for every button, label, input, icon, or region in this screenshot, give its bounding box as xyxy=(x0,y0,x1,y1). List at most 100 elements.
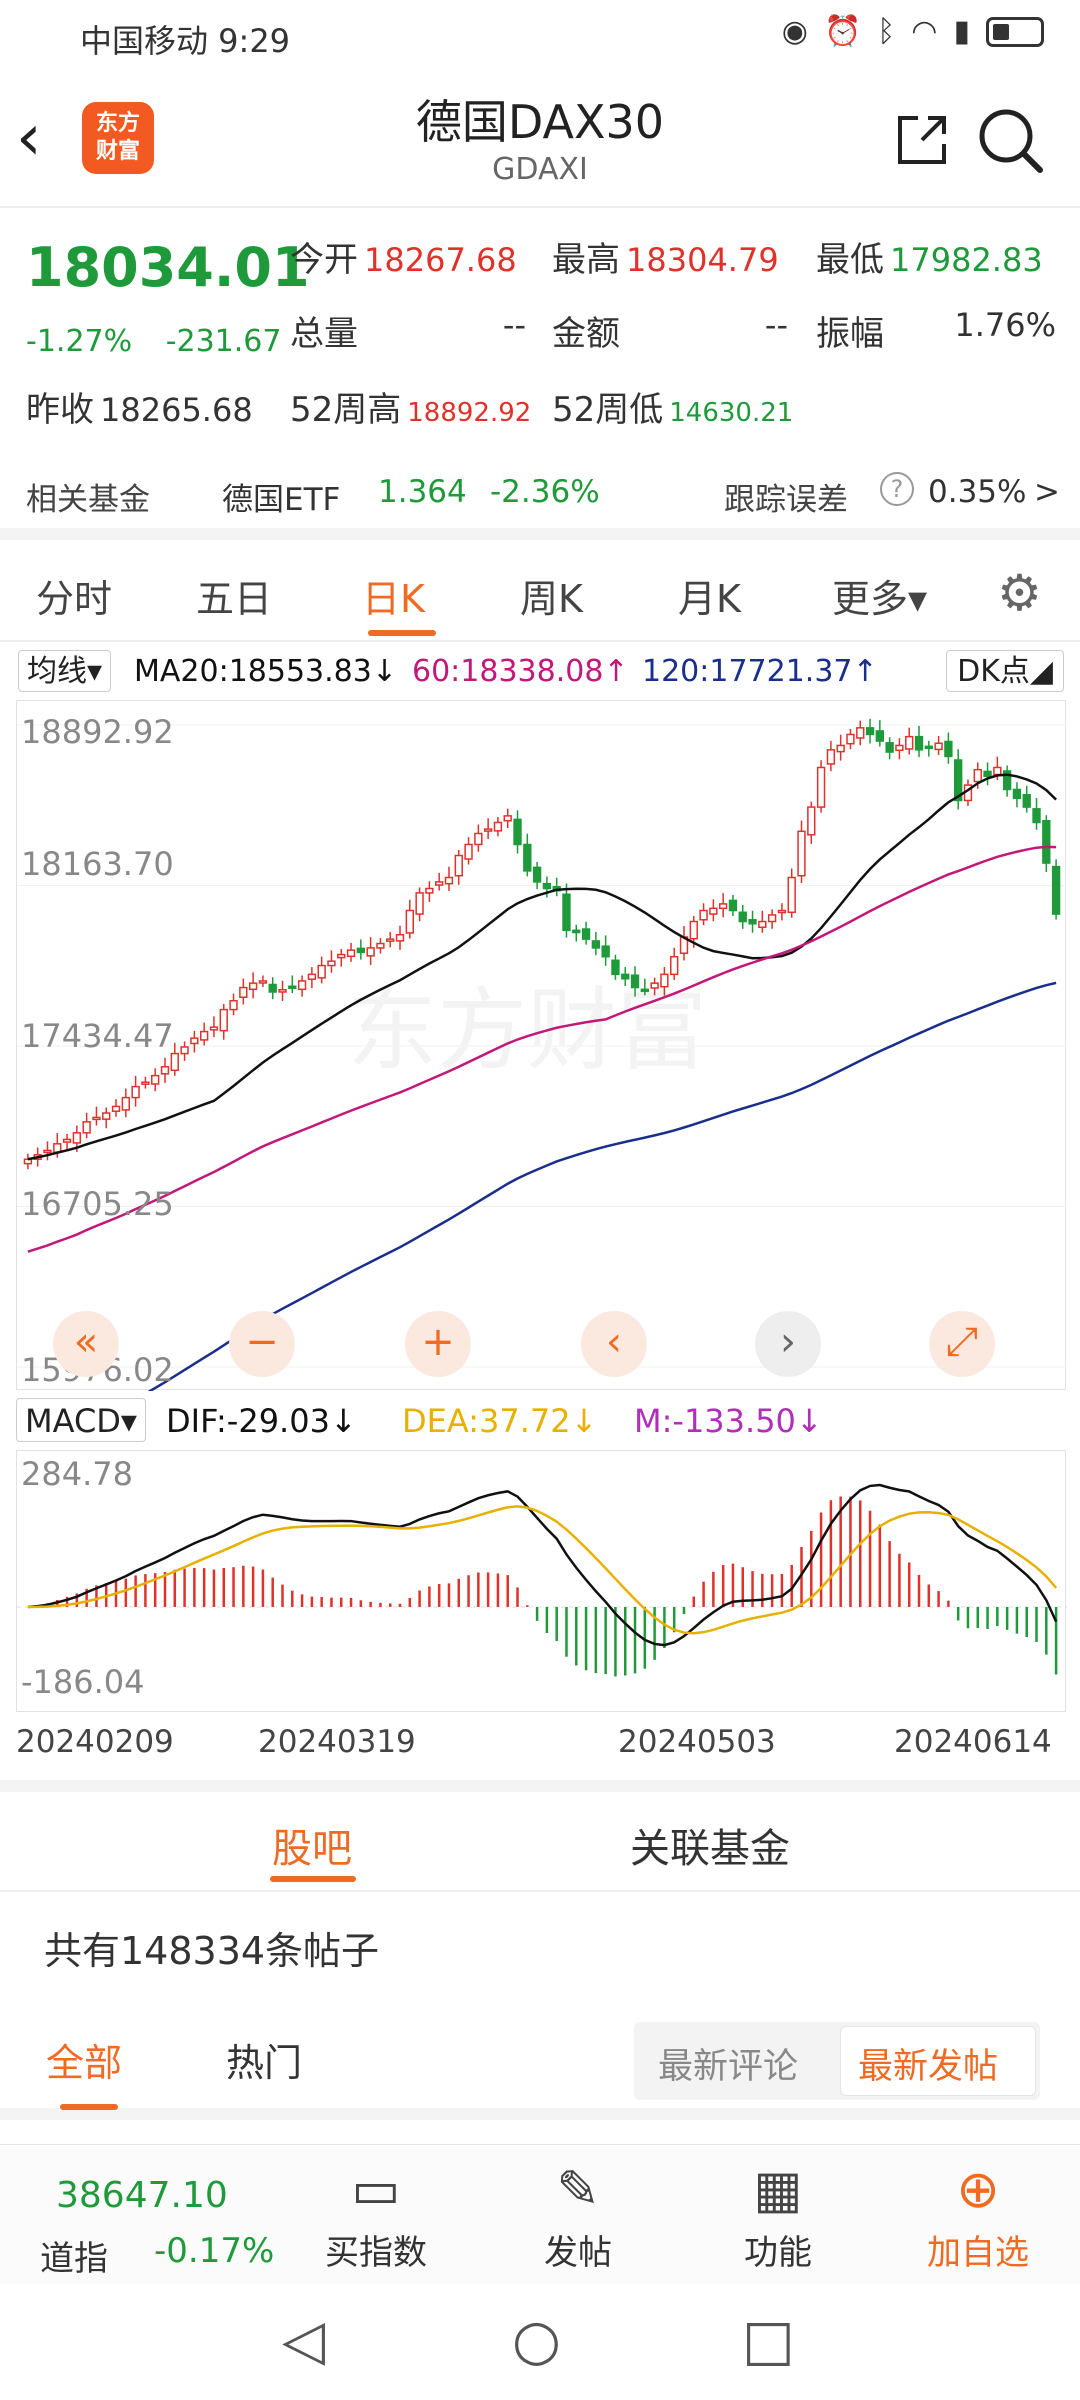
post-button[interactable]: ✎ 发帖 xyxy=(508,2155,648,2274)
tab-weekly-k[interactable]: 周K xyxy=(520,577,583,621)
macd-legend-row: MACD▾ DIF:-29.03↓ DEA:37.72↓ M:-133.50↓ xyxy=(0,1398,1080,1444)
indicator-select[interactable]: 均线▾ xyxy=(18,650,112,692)
candle xyxy=(601,935,610,966)
candle xyxy=(621,967,630,987)
prev-close-label: 昨收 xyxy=(26,390,94,430)
sort-latest-post[interactable]: 最新发帖 xyxy=(858,2047,999,2087)
candle xyxy=(62,1133,72,1150)
filter-all-underline xyxy=(60,2104,118,2110)
ma-legend-row: 均线▾ MA20:18553.83↓ 60:18338.08↑ 120:1772… xyxy=(0,648,1080,694)
filter-all[interactable]: 全部 xyxy=(46,2041,123,2085)
page-subtitle: GDAXI xyxy=(492,152,588,187)
candle xyxy=(787,868,796,918)
wk52-high-cell: 52周高 18892.92 xyxy=(290,382,531,431)
candle xyxy=(856,720,865,746)
candle xyxy=(160,1057,170,1083)
date-label-3: 20240614 xyxy=(894,1724,1052,1760)
tab-monthly-k[interactable]: 月K xyxy=(678,577,741,621)
tab-5day[interactable]: 五日 xyxy=(196,577,273,621)
candle xyxy=(728,894,738,917)
candle xyxy=(141,1076,150,1089)
kline-chart[interactable]: 东方财富 18892.92 18163.70 17434.47 16705.25… xyxy=(16,700,1067,1391)
volume-value: -- xyxy=(502,306,526,344)
tab-timeshare[interactable]: 分时 xyxy=(36,577,113,621)
dk-point-toggle[interactable]: DK点◢ xyxy=(946,650,1064,692)
date-axis: 20240209 20240319 20240503 20240614 xyxy=(0,1716,1080,1766)
high-value: 18304.79 xyxy=(626,241,779,279)
help-icon[interactable]: ? xyxy=(880,472,914,506)
y-label-3: 16705.25 xyxy=(21,1185,174,1223)
watermark: 东方财富 xyxy=(347,978,707,1083)
tab-guba[interactable]: 股吧 xyxy=(272,1826,352,1872)
related-fund-row[interactable]: 相关基金 德国ETF 1.364 -2.36% 跟踪误差 ? 0.35% > xyxy=(0,448,1080,540)
sort-active-bg xyxy=(840,2026,1036,2096)
candle xyxy=(1012,782,1022,808)
tab-related-funds[interactable]: 关联基金 xyxy=(630,1826,790,1872)
buy-index-button[interactable]: ▭ 买指数 xyxy=(306,2155,446,2274)
candle xyxy=(248,972,258,999)
nav-back-icon[interactable]: ◁ xyxy=(282,2308,326,2373)
candle xyxy=(846,728,855,750)
candle xyxy=(82,1112,91,1139)
candle xyxy=(366,937,375,965)
dea-value: DEA:37.72↓ xyxy=(402,1402,598,1440)
candle xyxy=(758,910,767,933)
back-button[interactable]: ‹ xyxy=(16,101,42,175)
macd-y-top: 284.78 xyxy=(21,1455,133,1493)
candle xyxy=(219,1004,228,1040)
dow-index-name[interactable]: 道指 xyxy=(40,2239,108,2279)
dow-index-value[interactable]: 38647.10 xyxy=(56,2175,228,2216)
zoom-out-button[interactable]: − xyxy=(229,1311,295,1377)
dea-line xyxy=(27,1505,1058,1635)
candle xyxy=(268,977,277,1000)
candle xyxy=(425,881,434,902)
open-value: 18267.68 xyxy=(364,241,517,279)
volume-cell: 总量 -- xyxy=(290,306,526,355)
nav-recents-icon[interactable]: □ xyxy=(742,2308,795,2373)
candle xyxy=(611,954,620,980)
candle xyxy=(121,1088,130,1118)
amplitude-value: 1.76% xyxy=(954,306,1056,344)
zoom-in-button[interactable]: + xyxy=(405,1311,471,1377)
sort-latest-comment[interactable]: 最新评论 xyxy=(658,2047,799,2087)
macd-chart[interactable]: 284.78 -186.04 xyxy=(16,1450,1067,1712)
y-label-1: 18163.70 xyxy=(21,845,174,883)
search-icon[interactable] xyxy=(976,106,1046,176)
candle xyxy=(483,818,493,839)
functions-button[interactable]: ▦ 功能 xyxy=(708,2155,848,2274)
candle xyxy=(532,861,542,890)
tab-daily-k[interactable]: 日K xyxy=(362,577,425,621)
tab-more[interactable]: 更多▾ xyxy=(832,577,928,621)
chevron-right-icon[interactable]: > xyxy=(1034,474,1060,510)
candle xyxy=(356,939,366,960)
fullscreen-button[interactable]: ⤢ xyxy=(929,1311,995,1377)
filter-hot[interactable]: 热门 xyxy=(226,2041,303,2085)
open-cell: 今开 18267.68 xyxy=(290,232,517,281)
post-count: 共有148334条帖子 xyxy=(44,1929,380,1973)
candle xyxy=(386,931,395,948)
status-icons: ◉ ⏰ ᛒ ◠ ▮ xyxy=(782,14,1044,49)
alarm-icon: ⏰ xyxy=(823,14,862,49)
high-label: 最高 xyxy=(552,240,620,280)
scroll-left-fast-button[interactable]: « xyxy=(53,1311,119,1377)
share-icon[interactable] xyxy=(892,110,952,170)
chart-card-icon: ▭ xyxy=(351,2160,401,2220)
grid-icon: ▦ xyxy=(753,2160,803,2220)
candle xyxy=(670,947,679,980)
candle xyxy=(660,967,669,996)
candle xyxy=(875,720,885,747)
macd-svg xyxy=(17,1483,1067,1677)
candle xyxy=(640,978,649,996)
scroll-right-button[interactable]: › xyxy=(755,1311,821,1377)
add-watchlist-button[interactable]: ⊕ 加自选 xyxy=(908,2155,1048,2274)
candle xyxy=(337,949,346,967)
gear-icon[interactable]: ⚙ xyxy=(997,564,1042,622)
date-label-1: 20240319 xyxy=(258,1724,416,1760)
dow-index-change[interactable]: -0.17% xyxy=(154,2231,275,2271)
nav-home-icon[interactable]: ○ xyxy=(512,2308,561,2373)
candle xyxy=(1032,798,1041,830)
scroll-left-button[interactable]: ‹ xyxy=(581,1311,647,1377)
macd-select[interactable]: MACD▾ xyxy=(16,1398,146,1442)
eastmoney-logo: 东方 财富 xyxy=(82,102,154,174)
low-cell: 最低 17982.83 xyxy=(816,232,1043,281)
